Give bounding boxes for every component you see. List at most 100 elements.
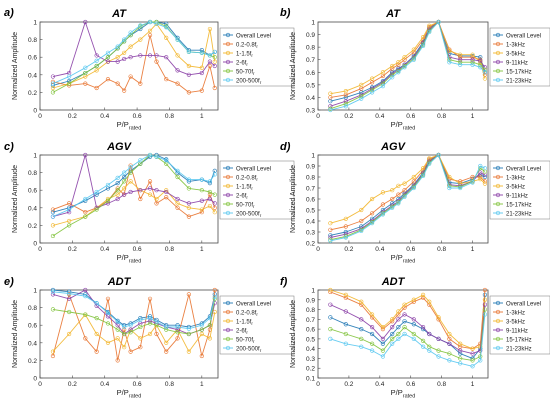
series-line [330, 154, 486, 224]
data-point [122, 324, 127, 330]
data-point [207, 63, 213, 69]
panel-title: AGV [380, 141, 407, 153]
data-point [343, 322, 348, 327]
y-tick-label: 1 [311, 20, 315, 27]
x-tick-label: 0.4 [375, 246, 384, 253]
data-point [199, 70, 204, 76]
data-point [396, 325, 401, 330]
series-line [52, 154, 216, 218]
legend-marker [495, 68, 501, 74]
data-point [447, 47, 452, 52]
data-point [154, 201, 159, 206]
x-tick-label: 0.8 [165, 246, 174, 253]
legend-box [219, 27, 295, 87]
x-tick-label: 0.6 [133, 113, 142, 120]
data-point [105, 77, 111, 82]
y-tick-label: 0.2 [28, 90, 37, 97]
data-point [147, 192, 153, 197]
data-point [458, 52, 463, 57]
data-point [147, 186, 153, 191]
x-axis-label: P/Prated [117, 120, 142, 132]
data-point [447, 336, 452, 341]
y-tick-label: 1 [33, 20, 37, 27]
data-point [343, 99, 348, 104]
data-point [482, 297, 488, 302]
data-point [67, 223, 72, 228]
data-point [50, 90, 56, 95]
data-point [380, 354, 386, 359]
data-point [94, 331, 99, 337]
data-point [396, 192, 401, 197]
data-point [359, 336, 364, 341]
panel-letter: d) [280, 141, 291, 153]
legend-box [489, 160, 550, 220]
x-tick-label: 1 [200, 113, 204, 120]
x-tick-label: 0.4 [100, 246, 109, 253]
y-tick-label: 1 [311, 288, 315, 295]
data-point [115, 55, 120, 60]
data-point [427, 161, 432, 166]
data-point [458, 356, 463, 361]
legend-entry: 200-500fr [236, 78, 262, 85]
data-point [122, 327, 127, 332]
data-point [328, 107, 333, 113]
data-point [390, 331, 395, 337]
data-point [164, 324, 169, 330]
series-line [52, 21, 216, 78]
data-point [343, 101, 348, 106]
series-line [330, 154, 486, 242]
panel-letter: a) [4, 7, 14, 19]
series-line [330, 21, 486, 95]
data-point [138, 317, 143, 323]
data-point [212, 192, 217, 197]
y-tick-label: 0.1 [306, 376, 315, 383]
data-point [94, 207, 99, 212]
data-point [411, 174, 416, 180]
data-point [138, 158, 143, 163]
data-point [470, 180, 475, 185]
data-point [186, 177, 191, 182]
data-point [67, 331, 72, 337]
data-point [128, 30, 133, 35]
data-point [458, 185, 463, 191]
x-tick-label: 0.8 [437, 381, 446, 388]
y-tick-label: 0 [33, 241, 37, 248]
x-tick-label: 1 [471, 381, 475, 388]
data-point [390, 75, 395, 80]
data-point [478, 163, 483, 169]
data-point [105, 182, 111, 188]
data-point [380, 325, 386, 330]
series-line [330, 154, 486, 241]
data-point [458, 62, 463, 67]
data-point [67, 291, 72, 296]
data-point [115, 336, 120, 341]
data-point [436, 348, 441, 353]
data-point [359, 317, 364, 322]
legend-marker [225, 192, 231, 198]
legend-entry: 200-500fr [236, 211, 262, 218]
data-point [212, 205, 217, 210]
data-point [138, 37, 143, 42]
data-point [50, 74, 56, 79]
series-line [52, 23, 216, 89]
data-point [50, 214, 56, 219]
data-point [115, 188, 120, 193]
x-tick-label: 0.8 [165, 113, 174, 120]
data-point [369, 331, 375, 337]
data-point [411, 185, 416, 191]
data-point [147, 179, 153, 184]
legend-entry: Overall Level [236, 301, 271, 307]
legend-marker [225, 77, 231, 83]
legend-entry: 200-500fr [236, 346, 262, 353]
data-point [105, 340, 111, 345]
y-tick-label: 0.4 [28, 340, 37, 347]
series-line [52, 154, 216, 237]
data-point [343, 89, 348, 94]
series-line [52, 165, 216, 218]
data-point [147, 316, 153, 321]
y-tick-label: 0.2 [28, 358, 37, 365]
data-point [138, 23, 143, 28]
data-point [175, 327, 180, 332]
y-tick-label: 0.9 [306, 164, 315, 171]
data-point [328, 221, 333, 226]
